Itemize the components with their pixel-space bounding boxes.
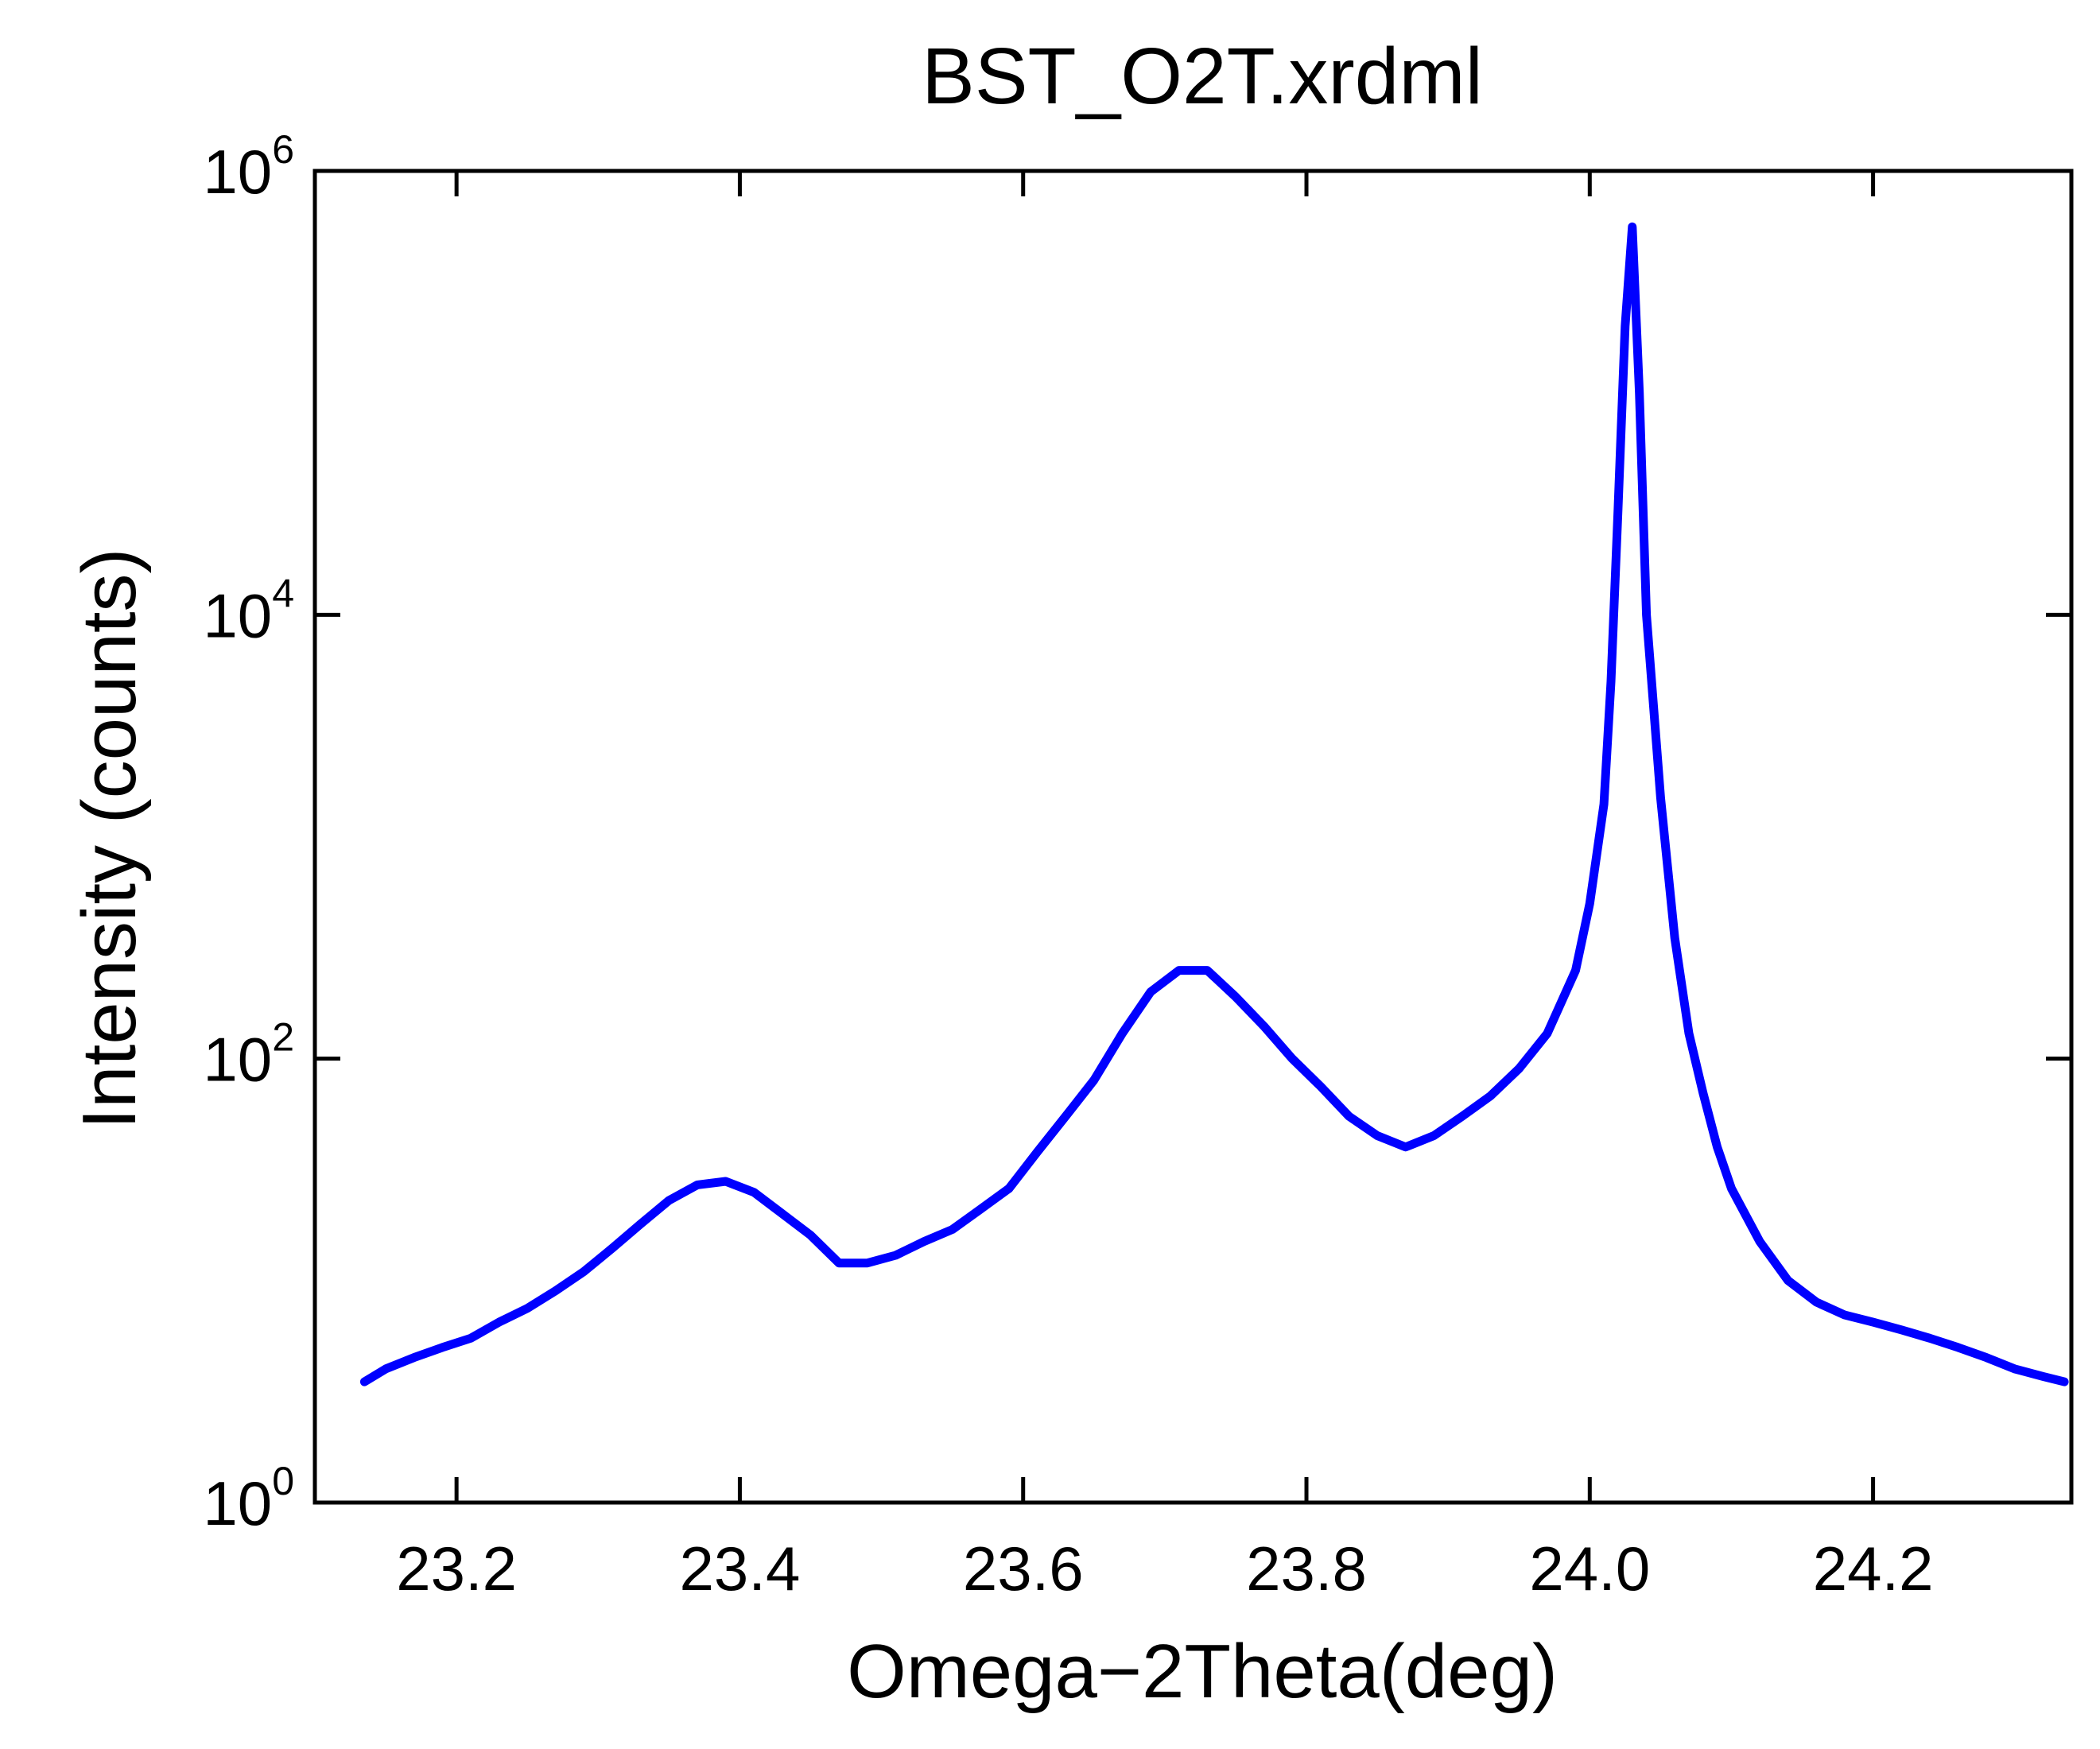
x-tick-label: 23.6	[963, 1534, 1084, 1604]
chart-title: BST_O2T.xrdml	[922, 32, 1483, 121]
x-tick-label: 23.2	[396, 1534, 517, 1604]
series-line	[359, 222, 2069, 1386]
x-axis-label: Omega−2Theta(deg)	[847, 1629, 1558, 1714]
x-tick-label: 24.0	[1529, 1534, 1650, 1604]
x-tick-label: 23.4	[680, 1534, 801, 1604]
plot-area: 23.2 23.4 23.6 23.8 24.0 24.2 100 102 104 106	[203, 127, 2074, 1604]
y-axis-label: Intensity (counts)	[67, 549, 152, 1130]
y-tick-label: 102	[203, 1015, 294, 1095]
y-axis-ticks: 100 102 104 106	[203, 127, 2071, 1538]
x-tick-label: 23.8	[1246, 1534, 1367, 1604]
plot-frame	[312, 169, 2074, 1505]
y-tick-label: 100	[203, 1459, 294, 1538]
x-tick-label: 24.2	[1813, 1534, 1934, 1604]
x-axis-ticks: 23.2 23.4 23.6 23.8 24.0 24.2	[396, 171, 1934, 1604]
y-tick-label: 104	[203, 571, 294, 650]
y-tick-label: 106	[203, 127, 294, 207]
